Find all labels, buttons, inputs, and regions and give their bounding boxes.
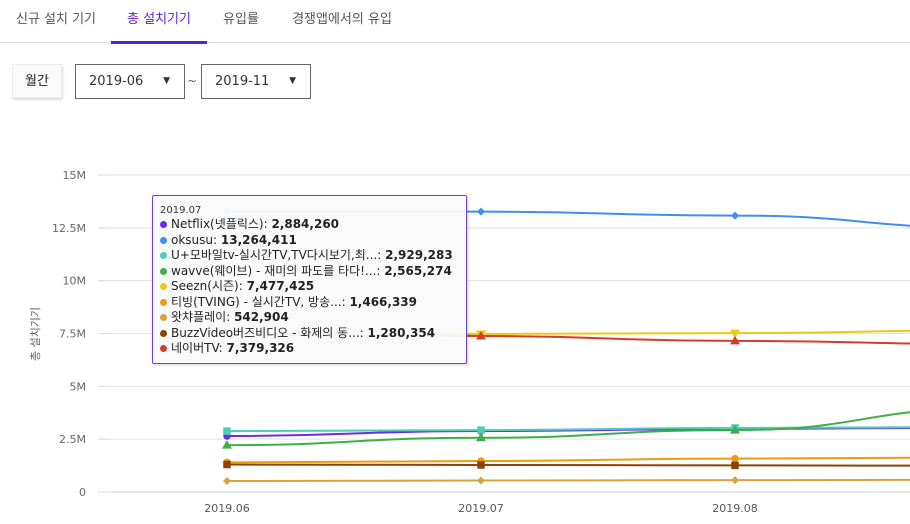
tooltip-series-label: 네이버TV:	[171, 341, 227, 355]
series-line	[226, 456, 910, 464]
tab-inflow-rate[interactable]: 유입률	[223, 12, 259, 27]
tooltip-series-value: 7,379,326	[226, 341, 295, 355]
tooltip-series-value: 542,904	[234, 310, 289, 324]
tooltip-series-label: BuzzVideo버즈비디오 - 화제의 동...:	[171, 325, 368, 340]
data-point-marker[interactable]	[731, 454, 739, 463]
range-separator: ~	[187, 74, 198, 88]
y-tick-label: 12.5M	[52, 222, 86, 235]
tooltip-row: U+모바일tv-실시간TV,TV다시보기,최...: 2,929,283	[160, 248, 459, 264]
legend-dot-icon	[160, 252, 167, 259]
tab-new-installs[interactable]: 신규 설치 기기	[15, 12, 97, 27]
tooltip-series-value: 2,565,274	[384, 263, 452, 278]
legend-dot-icon	[160, 314, 167, 321]
end-month-select[interactable]: 2019-11 ▼	[201, 64, 311, 99]
chevron-down-icon: ▼	[289, 76, 296, 86]
data-point-marker[interactable]	[730, 425, 740, 434]
tooltip-row: BuzzVideo버즈비디오 - 화제의 동...: 1,280,354	[160, 326, 459, 342]
tab-competitor-inflow[interactable]: 경쟁앱에서의 유입	[292, 12, 392, 27]
y-tick-label: 5M	[70, 380, 87, 393]
x-tick-label: 2019.06	[204, 502, 250, 515]
y-tick-label: 10M	[63, 275, 87, 288]
y-tick-label: 15M	[63, 169, 87, 182]
tooltip-series-label: 왓챠플레이:	[171, 310, 235, 324]
data-point-marker[interactable]	[730, 335, 740, 345]
tab-total-installs[interactable]: 총 설치기기	[111, 0, 207, 44]
y-axis-title: 총 설치기기	[29, 307, 42, 361]
tab-bar: 신규 설치 기기 총 설치기기 유입률 경쟁앱에서의 유입	[0, 0, 910, 44]
tooltip-row: 왓챠플레이: 542,904	[160, 310, 459, 326]
x-tick-label: 2019.07	[458, 502, 504, 515]
legend-dot-icon	[160, 221, 167, 228]
data-point-marker[interactable]	[223, 460, 231, 469]
monthly-button[interactable]: 월간	[12, 64, 62, 98]
tooltip-series-label: Seezn(시즌):	[171, 279, 247, 293]
legend-dot-icon	[160, 298, 167, 306]
data-point-marker[interactable]	[477, 207, 485, 216]
data-point-marker[interactable]	[477, 476, 485, 485]
y-tick-label: 2.5M	[59, 433, 86, 446]
series-line	[226, 463, 910, 467]
data-point-marker[interactable]	[476, 331, 486, 340]
tooltip-date: 2019.07	[160, 205, 202, 216]
data-point-marker[interactable]	[731, 476, 739, 485]
tooltip-series-value: 2,884,260	[271, 217, 340, 231]
tooltip-series-value: 1,466,339	[349, 294, 418, 309]
legend-dot-icon	[160, 329, 167, 337]
legend-dot-icon	[160, 236, 167, 244]
tooltip-series-value: 2,929,283	[385, 248, 453, 262]
end-month-value: 2019-11	[215, 74, 270, 89]
data-point-marker[interactable]	[731, 211, 739, 220]
tooltip-row: 네이버TV: 7,379,326	[160, 341, 459, 357]
data-point-marker[interactable]	[223, 477, 231, 486]
tooltip-series-label: 티빙(TVING) - 실시간TV, 방송...:	[171, 294, 350, 309]
data-point-marker[interactable]	[477, 461, 485, 469]
tooltip-row: wavve(웨이브) - 재미의 파도를 타다!...: 2,565,274	[160, 264, 459, 280]
legend-dot-icon	[160, 283, 167, 290]
series-line	[226, 426, 910, 433]
tooltip-series-label: wavve(웨이브) - 재미의 파도를 타다!...:	[171, 263, 385, 278]
tooltip-row: Seezn(시즌): 7,477,425	[160, 279, 459, 295]
chart-tooltip: 2019.07 Netflix(넷플릭스): 2,884,260 oksusu: …	[152, 195, 467, 364]
data-point-marker[interactable]	[477, 426, 485, 434]
chevron-down-icon: ▼	[163, 76, 170, 86]
data-point-marker[interactable]	[223, 427, 231, 435]
start-month-value: 2019-06	[89, 74, 144, 89]
tooltip-series-value: 7,477,425	[246, 279, 315, 293]
legend-dot-icon	[160, 267, 167, 275]
tooltip-series-label: oksusu:	[171, 232, 221, 247]
data-point-marker[interactable]	[476, 432, 486, 442]
start-month-select[interactable]: 2019-06 ▼	[75, 64, 185, 99]
data-point-marker[interactable]	[222, 440, 232, 449]
tooltip-series-label: U+모바일tv-실시간TV,TV다시보기,최...:	[171, 248, 386, 262]
tooltip-row: oksusu: 13,264,411	[160, 233, 459, 249]
y-tick-label: 0	[79, 486, 86, 499]
series-line	[226, 411, 910, 447]
x-tick-label: 2019.08	[712, 502, 758, 515]
tooltip-row: 티빙(TVING) - 실시간TV, 방송...: 1,466,339	[160, 295, 459, 311]
tooltip-series-value: 1,280,354	[367, 325, 436, 340]
series-line	[226, 478, 910, 483]
legend-dot-icon	[160, 345, 167, 352]
tooltip-series-label: Netflix(넷플릭스):	[171, 217, 272, 231]
tooltip-row: Netflix(넷플릭스): 2,884,260	[160, 217, 459, 233]
tooltip-series-value: 13,264,411	[220, 232, 297, 247]
y-tick-label: 7.5M	[59, 328, 86, 341]
data-point-marker[interactable]	[731, 461, 739, 470]
data-point-marker[interactable]	[730, 329, 740, 339]
